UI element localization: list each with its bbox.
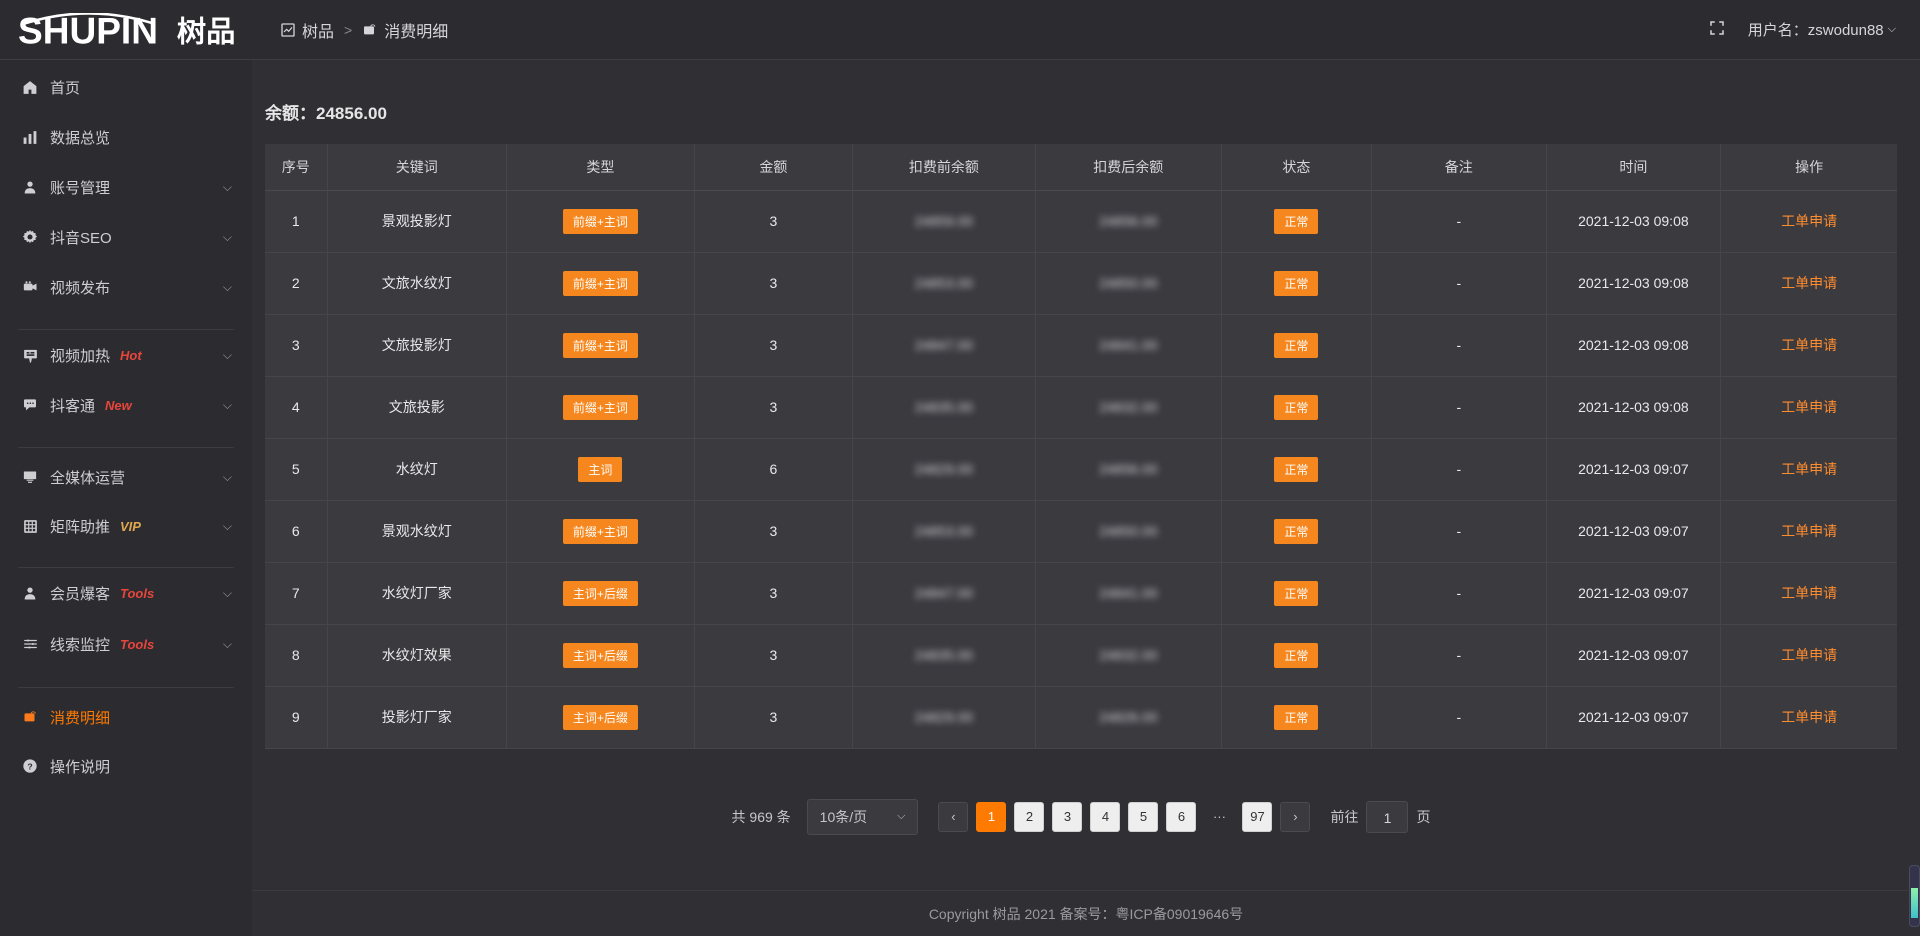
svg-text:SHUPIN: SHUPIN [18, 13, 158, 47]
svg-text:树品: 树品 [177, 15, 236, 46]
svg-text:?: ? [27, 761, 32, 771]
